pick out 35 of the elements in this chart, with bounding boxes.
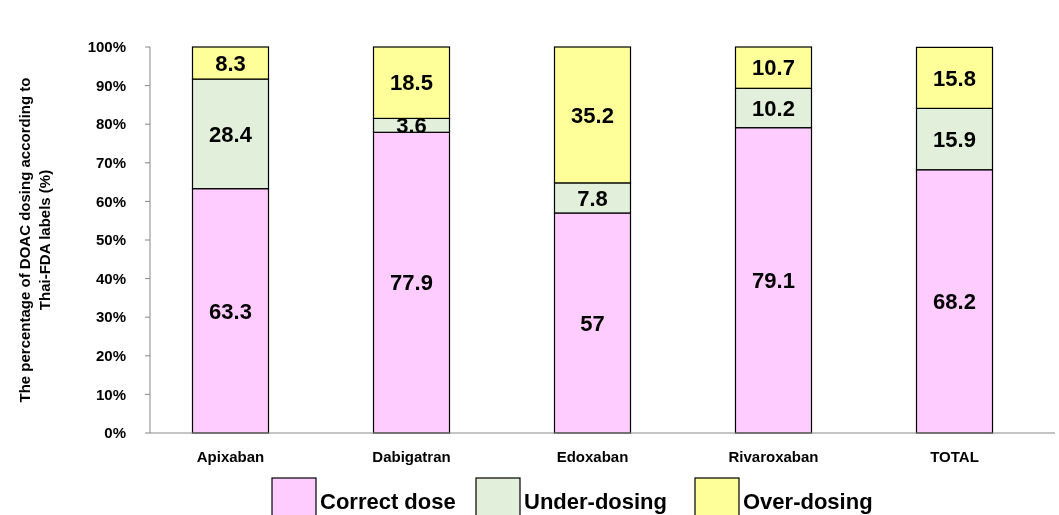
data-label: 3.6 — [396, 113, 427, 139]
data-label: 79.1 — [752, 268, 795, 294]
data-label: 10.7 — [752, 55, 795, 81]
y-tick-label: 40% — [95, 269, 126, 287]
y-tick-label: 30% — [95, 308, 126, 326]
data-label: 35.2 — [571, 102, 614, 128]
x-tick-label: Edoxaban — [556, 448, 629, 465]
data-label: 10.2 — [752, 95, 795, 121]
data-label: 57 — [580, 310, 605, 336]
y-tick-label: 0% — [104, 424, 126, 442]
data-label: 68.2 — [933, 289, 976, 315]
legend-label: Over-dosing — [743, 488, 873, 514]
data-label: 15.9 — [933, 126, 976, 152]
x-tick-label: Dabigatran — [372, 448, 451, 465]
y-tick-label: 50% — [95, 231, 126, 249]
y-tick-label: 100% — [87, 38, 126, 56]
y-tick-label: 10% — [95, 385, 126, 403]
y-tick-label: 60% — [95, 192, 126, 210]
data-label: 8.3 — [215, 50, 246, 76]
x-tick-label: TOTAL — [930, 448, 979, 465]
y-tick-label: 20% — [95, 347, 126, 365]
data-label: 7.8 — [577, 185, 608, 211]
data-label: 28.4 — [209, 121, 253, 147]
y-tick-label: 70% — [95, 154, 126, 172]
x-tick-label: Apixaban — [196, 448, 265, 465]
x-tick-label: Rivaroxaban — [728, 448, 819, 465]
data-label: 18.5 — [390, 70, 433, 96]
y-axis-title: The percentage of DOAC dosing according to Thai-FDA labels (%) — [16, 77, 53, 403]
legend-label: Under-dosing — [524, 488, 667, 514]
legend-label: Correct dose — [320, 488, 456, 514]
y-tick-label: 80% — [95, 115, 126, 133]
y-tick-label: 90% — [95, 76, 126, 94]
data-label: 15.8 — [933, 65, 976, 91]
data-label: 63.3 — [209, 298, 252, 324]
data-label: 77.9 — [390, 270, 433, 296]
